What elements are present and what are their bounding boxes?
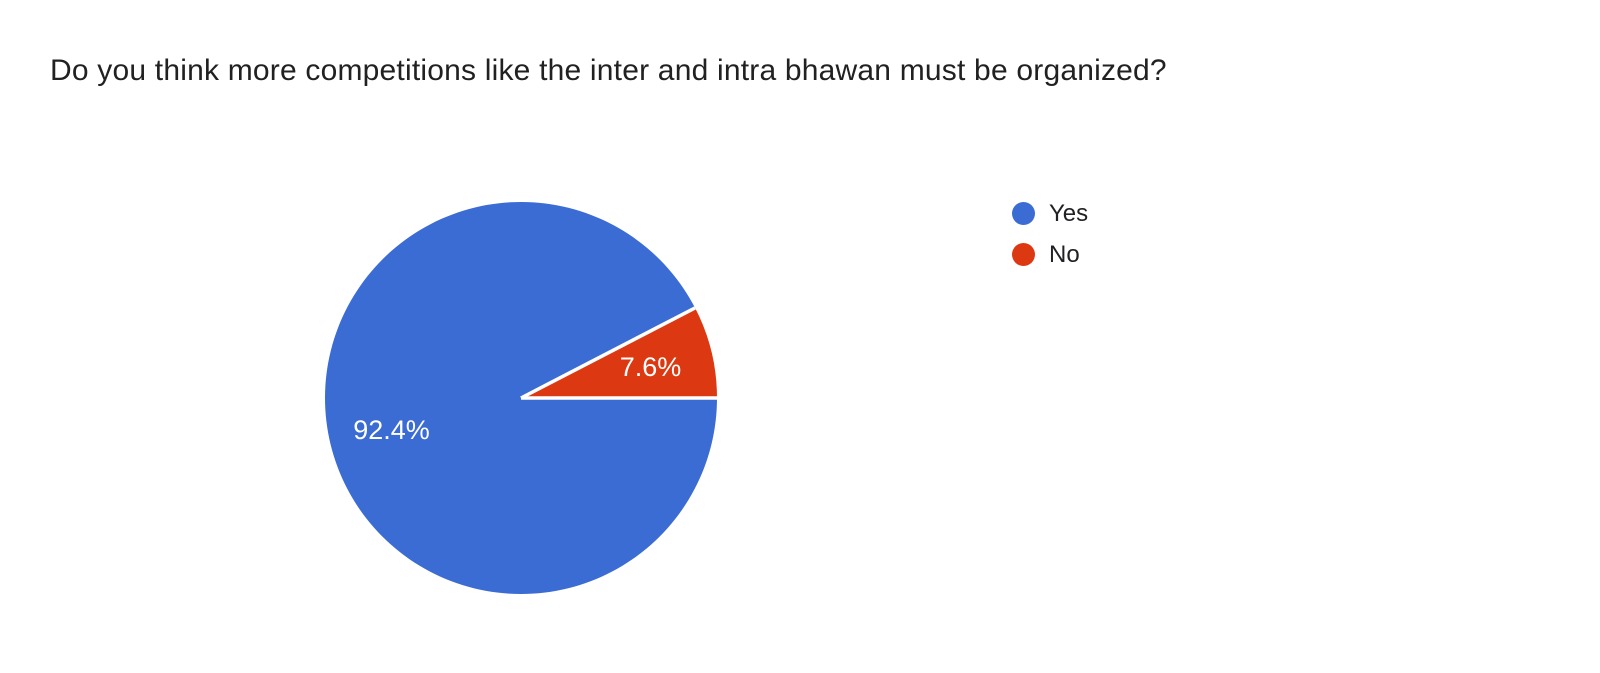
legend-swatch-yes (1012, 202, 1035, 225)
legend-label-yes: Yes (1049, 200, 1089, 227)
legend-item-yes: Yes (1012, 200, 1089, 227)
pie-chart-container: 92.4% 7.6% (321, 198, 721, 598)
chart-legend: Yes No (1012, 202, 1088, 284)
pie-chart: 92.4% 7.6% (325, 202, 717, 595)
pie-label-no: 7.6% (620, 352, 682, 382)
chart-title: Do you think more competitions like the … (50, 54, 1167, 87)
legend-label-no: No (1049, 241, 1080, 268)
slice-separator (520, 306, 696, 400)
legend-swatch-no (1012, 243, 1035, 266)
pie-label-yes: 92.4% (353, 415, 430, 445)
pie-slice-no[interactable] (521, 307, 717, 398)
legend-item-no: No (1012, 241, 1088, 268)
